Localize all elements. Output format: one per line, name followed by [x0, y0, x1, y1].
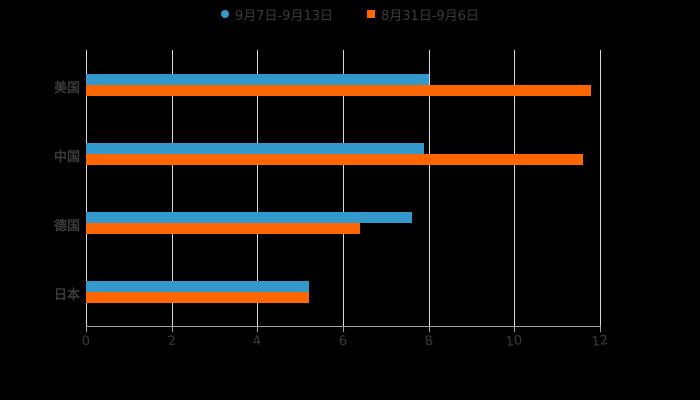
x-axis-tick: [600, 326, 601, 332]
gridline: [257, 50, 258, 326]
bar-series-2[interactable]: [86, 222, 361, 234]
bar-series-2[interactable]: [86, 291, 309, 303]
y-axis-category-label: 美国: [53, 80, 80, 96]
legend-swatch-square-icon: [367, 10, 375, 18]
gridline: [514, 50, 515, 326]
x-axis-tick-label: 4: [251, 333, 263, 350]
legend-item-series-1[interactable]: 9月7日-9月13日: [220, 4, 333, 24]
x-axis-tick: [172, 326, 173, 332]
gridline: [343, 50, 344, 326]
x-axis-tick: [429, 326, 430, 332]
y-axis-category-label: 德国: [53, 218, 80, 234]
legend-label: 9月7日-9月13日: [234, 8, 333, 24]
legend-label: 8月31日-9月6日: [381, 8, 480, 24]
x-axis-tick-label: 2: [166, 333, 178, 350]
bar-series-2[interactable]: [86, 153, 583, 165]
x-axis-tick-label: 0: [80, 333, 92, 350]
x-axis-tick-label: 12: [590, 332, 610, 351]
x-axis-tick: [86, 326, 87, 332]
y-axis-category-label: 中国: [53, 149, 80, 165]
x-axis-tick-label: 8: [423, 333, 435, 350]
bar-series-1[interactable]: [86, 73, 429, 85]
x-axis-line: [86, 326, 601, 327]
legend-swatch-circle-icon: [220, 10, 229, 18]
bar-series-1[interactable]: [86, 211, 412, 223]
x-axis-tick: [514, 326, 515, 332]
gridline: [172, 50, 173, 326]
x-axis-tick-label: 6: [337, 333, 349, 350]
y-axis-category-label: 日本: [53, 287, 80, 303]
bar-series-1[interactable]: [86, 280, 309, 292]
chart-legend: 9月7日-9月13日 8月31日-9月6日: [0, 4, 700, 24]
gridline: [86, 50, 87, 326]
gridline: [600, 50, 601, 326]
x-axis-tick: [343, 326, 344, 332]
bar-series-1[interactable]: [86, 142, 425, 154]
x-axis-tick: [257, 326, 258, 332]
legend-item-series-2[interactable]: 8月31日-9月6日: [367, 4, 479, 24]
x-axis-tick-label: 10: [504, 332, 524, 351]
bar-series-2[interactable]: [86, 84, 592, 96]
gridline: [429, 50, 430, 326]
